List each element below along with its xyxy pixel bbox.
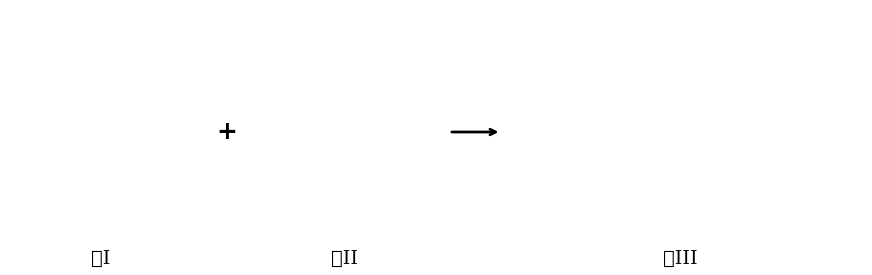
Text: 式I: 式I [91,249,110,268]
Text: +: + [216,120,237,144]
Text: 式II: 式II [331,249,358,268]
Text: 式III: 式III [663,249,698,268]
